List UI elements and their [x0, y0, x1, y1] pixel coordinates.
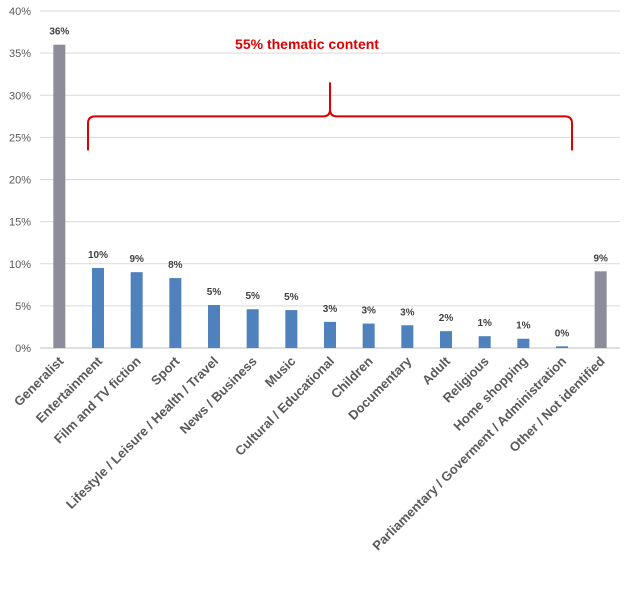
bar: [92, 267, 104, 348]
data-label: 5%: [245, 291, 260, 302]
data-label: 3%: [323, 304, 338, 315]
y-tick-label: 10%: [9, 259, 31, 271]
annotation-text: 55% thematic content: [235, 36, 379, 52]
thematic-annotation: 55% thematic content: [87, 36, 573, 151]
y-axis-tick-labels: 0% 5% 10% 15% 20% 25% 30% 35% 40%: [9, 6, 31, 355]
bars: [53, 44, 607, 348]
bar: [285, 310, 298, 348]
y-tick-label: 25%: [9, 132, 31, 144]
y-tick-label: 15%: [9, 217, 31, 229]
x-tick-label: Music: [262, 354, 299, 391]
bar: [594, 271, 607, 348]
y-tick-label: 30%: [9, 90, 31, 102]
bar: [246, 309, 259, 348]
data-label: 5%: [207, 287, 222, 298]
data-label: 3%: [400, 307, 415, 318]
data-label: 0%: [555, 328, 570, 339]
bar: [478, 336, 491, 348]
y-tick-label: 40%: [9, 6, 31, 18]
bar: [440, 331, 452, 348]
x-tick-label: Entertainment: [33, 353, 106, 426]
bar: [208, 305, 220, 348]
data-label: 8%: [168, 260, 183, 271]
y-tick-label: 35%: [9, 48, 31, 60]
bar: [517, 338, 530, 348]
data-labels: 36% 10% 9% 8% 5% 5% 5% 3% 3% 3% 2% 1% 1% 0% 9%: [49, 27, 608, 340]
y-tick-label: 0%: [15, 343, 31, 355]
bar: [130, 272, 143, 348]
y-tick-label: 5%: [15, 301, 31, 313]
data-label: 9%: [593, 253, 608, 264]
gridlines: [40, 10, 620, 349]
bar: [324, 321, 336, 348]
data-label: 1%: [516, 321, 531, 332]
data-label: 5%: [284, 292, 299, 303]
x-tick-label: Adult: [419, 353, 454, 388]
bar: [556, 346, 568, 348]
bar: [169, 278, 182, 348]
bar: [53, 44, 66, 348]
data-label: 36%: [49, 27, 69, 38]
y-tick-label: 20%: [9, 175, 31, 187]
annotation-brace: [87, 82, 573, 151]
data-label: 9%: [129, 254, 144, 265]
data-label: 10%: [88, 250, 108, 261]
data-label: 2%: [439, 313, 454, 324]
data-label: 1%: [477, 318, 492, 329]
data-label: 3%: [361, 306, 376, 317]
x-tick-label: Sport: [148, 353, 183, 388]
bar: [362, 323, 375, 348]
bar: [401, 325, 414, 348]
